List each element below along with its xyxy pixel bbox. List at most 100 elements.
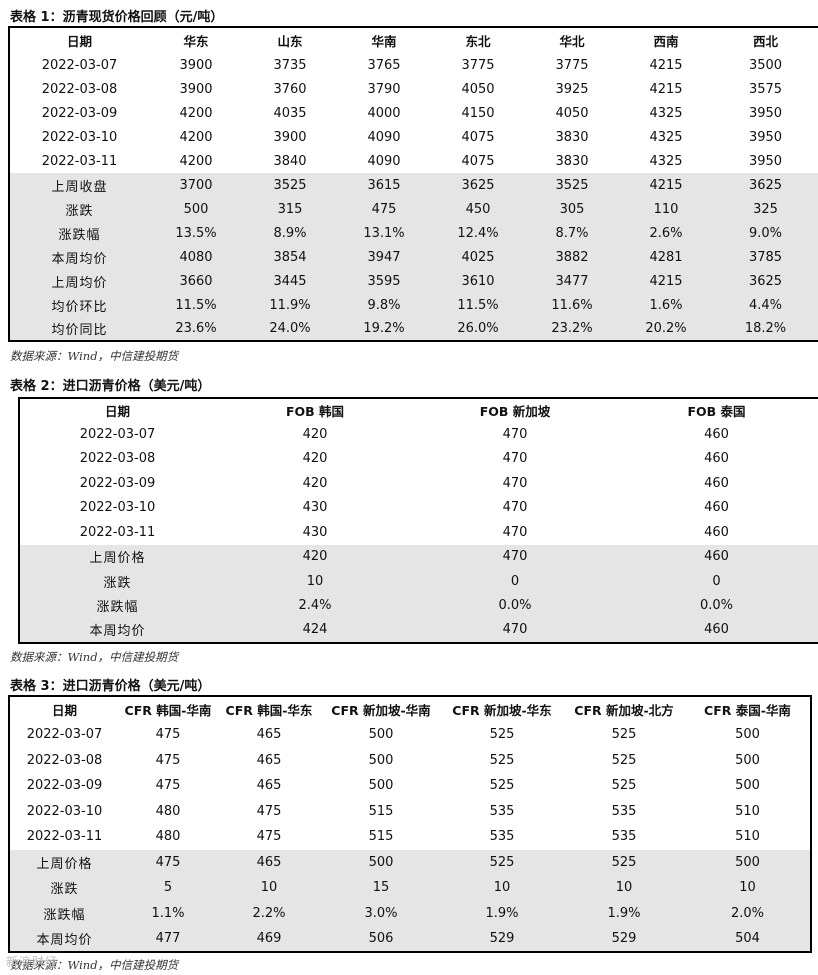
table-cell: 470 bbox=[502, 451, 528, 467]
table-cell: 510 bbox=[735, 829, 760, 845]
table1-caption: 表格 1：沥青现货价格回顾（元/吨） bbox=[10, 10, 224, 25]
table-cell: 475 bbox=[155, 752, 181, 768]
table-row: 2022-03-07 3900 3735 3765 3775 3775 4215 3500 bbox=[9, 53, 818, 77]
table3-header-2: CFR 韩国-华东 bbox=[225, 703, 313, 718]
table1-header-2: 山东 bbox=[277, 34, 303, 49]
table-cell: 500 bbox=[368, 727, 394, 743]
table-cell: 475 bbox=[155, 778, 181, 794]
summary-cell: 23.6% bbox=[149, 317, 243, 341]
table-cell: 535 bbox=[611, 829, 637, 845]
date-cell: 2022-03-09 bbox=[79, 475, 156, 491]
summary-cell: 3660 bbox=[149, 269, 243, 293]
summary-row: 上周收盘 3700 3525 3615 3625 3525 4215 3625 bbox=[9, 173, 818, 197]
table2-header-row: 日期 FOB 韩国 FOB 新加坡 FOB 泰国 bbox=[19, 398, 818, 422]
summary-cell: 475 bbox=[119, 849, 217, 875]
table-cell: 465 bbox=[256, 778, 282, 794]
table1-header-6: 西南 bbox=[653, 34, 679, 49]
table-cell: 4090 bbox=[367, 129, 401, 145]
table-cell: 3735 bbox=[273, 57, 307, 73]
summary-cell: 9.8% bbox=[337, 293, 431, 317]
table-row: 2022-03-10 480 475 515 535 535 510 bbox=[9, 799, 811, 825]
summary-cell: 0.0% bbox=[415, 593, 615, 618]
table3-source: 数据来源：Wind，中信建投期货 bbox=[10, 958, 179, 972]
table2-header-3: FOB 泰国 bbox=[687, 404, 746, 419]
table2-header-1: FOB 韩国 bbox=[285, 404, 345, 419]
summary-cell: 3595 bbox=[337, 269, 431, 293]
date-cell: 2022-03-11 bbox=[26, 829, 103, 845]
table-cell: 3830 bbox=[555, 153, 589, 169]
date-cell: 2022-03-10 bbox=[41, 129, 118, 145]
table3-header-5: CFR 新加坡-北方 bbox=[574, 703, 674, 718]
watermark-text: 新浪财经 bbox=[6, 955, 59, 969]
summary-label: 涨跌 bbox=[9, 197, 149, 221]
summary-row: 涨跌 5 10 15 10 10 10 bbox=[9, 875, 811, 901]
table-cell: 4035 bbox=[273, 105, 307, 121]
table-cell: 4325 bbox=[649, 129, 683, 145]
table-cell: 420 bbox=[302, 451, 328, 467]
table1-source: 数据来源：Wind，中信建投期货 bbox=[10, 349, 179, 363]
table-cell: 525 bbox=[489, 752, 515, 768]
table-cell: 465 bbox=[256, 727, 282, 743]
table-cell: 500 bbox=[368, 752, 394, 768]
table1-body: 2022-03-07 3900 3735 3765 3775 3775 4215 3500 20… bbox=[9, 53, 818, 341]
table-cell: 420 bbox=[302, 426, 328, 442]
table-cell: 3760 bbox=[273, 81, 307, 97]
summary-cell: 4281 bbox=[619, 245, 713, 269]
summary-cell: 3525 bbox=[525, 173, 619, 197]
summary-label: 本周均价 bbox=[9, 245, 149, 269]
table-row: 2022-03-07 475 465 500 525 525 500 bbox=[9, 722, 811, 748]
table-cell: 525 bbox=[611, 752, 637, 768]
summary-cell: 2.4% bbox=[215, 593, 415, 618]
table-cell: 4050 bbox=[555, 105, 589, 121]
table-cell: 470 bbox=[502, 426, 528, 442]
summary-cell: 10 bbox=[217, 875, 321, 901]
table-cell: 3775 bbox=[461, 57, 495, 73]
summary-cell: 20.2% bbox=[619, 317, 713, 341]
table-cell: 470 bbox=[502, 475, 528, 491]
summary-cell: 3445 bbox=[243, 269, 337, 293]
table-cell: 3925 bbox=[555, 81, 589, 97]
summary-label: 上周价格 bbox=[9, 849, 119, 875]
table-cell: 3900 bbox=[273, 129, 307, 145]
summary-cell: 460 bbox=[615, 618, 818, 643]
table-cell: 420 bbox=[302, 475, 328, 491]
table2-header-0: 日期 bbox=[104, 404, 130, 419]
table-cell: 525 bbox=[489, 778, 515, 794]
table3-caption: 表格 3：进口沥青价格（美元/吨） bbox=[10, 679, 211, 694]
table-cell: 475 bbox=[256, 803, 282, 819]
table-cell: 500 bbox=[368, 778, 394, 794]
table-cell: 3900 bbox=[179, 81, 213, 97]
summary-cell: 3625 bbox=[713, 173, 818, 197]
table-row: 2022-03-08 420 470 460 bbox=[19, 447, 818, 472]
date-cell: 2022-03-07 bbox=[79, 426, 156, 442]
table2-body: 2022-03-07 420 470 460 2022-03-08 420 470 460 20… bbox=[19, 422, 818, 643]
date-cell: 2022-03-10 bbox=[26, 803, 103, 819]
table-row: 2022-03-09 420 470 460 bbox=[19, 471, 818, 496]
table-row: 2022-03-11 480 475 515 535 535 510 bbox=[9, 824, 811, 850]
summary-cell: 325 bbox=[713, 197, 818, 221]
summary-cell: 315 bbox=[243, 197, 337, 221]
date-cell: 2022-03-08 bbox=[41, 81, 118, 97]
summary-cell: 4215 bbox=[619, 269, 713, 293]
table-cell: 4215 bbox=[649, 81, 683, 97]
summary-cell: 3854 bbox=[243, 245, 337, 269]
summary-row: 上周价格 475 465 500 525 525 500 bbox=[9, 849, 811, 875]
table-cell: 470 bbox=[502, 524, 528, 540]
table-cell: 4325 bbox=[649, 153, 683, 169]
summary-label: 涨跌 bbox=[19, 569, 215, 594]
summary-cell: 23.2% bbox=[525, 317, 619, 341]
table-cell: 3950 bbox=[748, 153, 783, 169]
summary-cell: 3700 bbox=[149, 173, 243, 197]
table3-header-3: CFR 新加坡-华南 bbox=[331, 703, 431, 718]
summary-cell: 3785 bbox=[713, 245, 818, 269]
summary-cell: 3477 bbox=[525, 269, 619, 293]
table3-header-6: CFR 泰国-华南 bbox=[704, 703, 791, 718]
summary-row: 上周均价 3660 3445 3595 3610 3477 4215 3625 bbox=[9, 269, 818, 293]
summary-cell: 10 bbox=[685, 875, 811, 901]
summary-cell: 504 bbox=[685, 926, 811, 952]
summary-label: 上周均价 bbox=[9, 269, 149, 293]
summary-cell: 470 bbox=[415, 544, 615, 569]
summary-label: 涨跌 bbox=[9, 875, 119, 901]
table-cell: 4090 bbox=[367, 153, 401, 169]
table2-source: 数据来源：Wind，中信建投期货 bbox=[10, 650, 179, 664]
